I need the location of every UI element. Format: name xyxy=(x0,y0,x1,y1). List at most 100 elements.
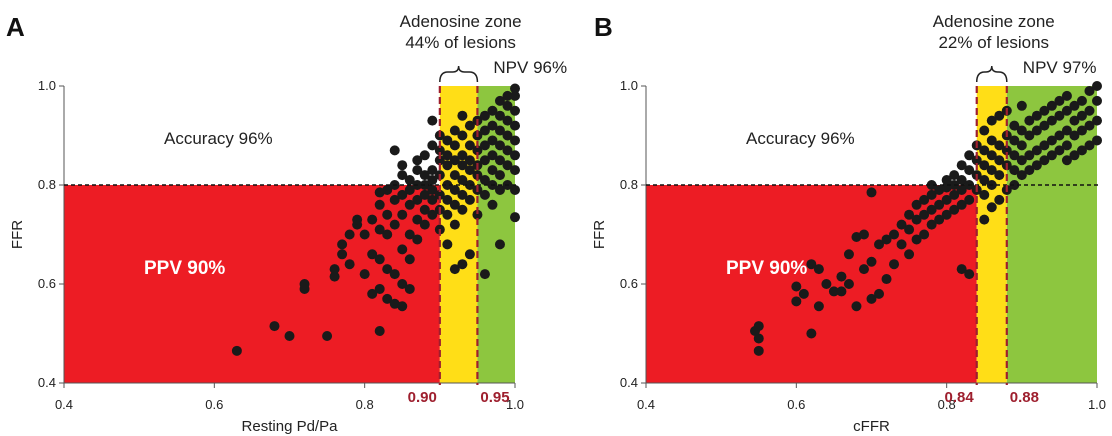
panel-b-data-point xyxy=(866,293,877,304)
panel-a-data-point xyxy=(449,219,460,230)
panel-b-data-point xyxy=(1069,100,1080,111)
panel-b-data-point xyxy=(813,301,824,312)
panel-a-data-point xyxy=(494,155,505,166)
panel-a-data-point xyxy=(510,105,520,116)
panel-b-data-point xyxy=(881,234,892,245)
panel-a-x-tick-label: 0.4 xyxy=(55,397,73,412)
panel-b-data-point xyxy=(911,234,922,245)
panel-a-x-tick-label: 1.0 xyxy=(506,397,524,412)
panel-a-data-point xyxy=(397,160,408,171)
panel-a-cutoff-label: 0.90 xyxy=(408,389,437,406)
panel-b-data-point xyxy=(1016,155,1027,166)
panel-b-data-point xyxy=(1084,140,1095,151)
panel-a-data-point xyxy=(389,269,400,280)
panel-a-letter: A xyxy=(6,12,25,42)
panel-b-data-point xyxy=(956,199,967,210)
panel-a-y-tick-label: 0.8 xyxy=(38,177,56,192)
panel-a-data-point xyxy=(472,209,483,220)
panel-b-data-point xyxy=(941,209,952,220)
panel-b-data-point xyxy=(881,274,892,285)
panel-a-data-point xyxy=(337,249,348,260)
panel-b-x-tick-label: 0.4 xyxy=(637,397,655,412)
panel-b-letter: B xyxy=(594,12,613,42)
panel-b-data-point xyxy=(934,214,945,225)
panel-a-data-point xyxy=(442,135,453,146)
panel-a-data-point xyxy=(502,145,513,156)
panel-a-data-point xyxy=(502,90,513,101)
panel-b-data-point xyxy=(986,135,997,146)
panel-a-y-tick-label: 0.4 xyxy=(38,375,56,390)
panel-b-data-point xyxy=(986,115,997,126)
panel-a-data-point xyxy=(449,264,460,275)
panel-a-data-point xyxy=(434,145,445,156)
panel-b-data-point xyxy=(1024,150,1035,161)
panel-a-data-point xyxy=(479,189,490,200)
panel-a-data-point xyxy=(464,180,475,190)
panel-a-data-point xyxy=(457,110,468,121)
panel-a-data-point xyxy=(479,175,490,186)
panel-a-ppv-label: PPV 90% xyxy=(144,258,225,279)
panel-b-zone-subtitle: 22% of lesions xyxy=(938,33,1049,52)
panel-b-data-point xyxy=(956,264,967,275)
panel-a-data-point xyxy=(374,254,385,265)
panel-b-data-point xyxy=(858,264,869,275)
panel-a-data-point xyxy=(464,120,475,131)
panel-a-data-point xyxy=(487,165,498,176)
panel-a-data-point xyxy=(487,105,498,116)
panel-b-data-point xyxy=(1061,140,1072,151)
panel-a-data-point xyxy=(449,184,460,195)
panel-b-data-point xyxy=(896,239,907,250)
panel-b-data-point xyxy=(941,194,952,205)
panel-a-data-point xyxy=(412,214,423,225)
panel-b-data-point xyxy=(1076,110,1087,121)
panel-b-data-point xyxy=(1046,135,1057,146)
panel-a-data-point xyxy=(419,170,430,181)
panel-b-data-point xyxy=(926,204,937,215)
panel-b-y-axis-title: FFR xyxy=(591,220,608,249)
panel-b-x-tick-label: 0.8 xyxy=(938,397,956,412)
panel-b-data-point xyxy=(949,170,960,181)
panel-b-y-tick-label: 0.8 xyxy=(620,177,638,192)
panel-a-data-point xyxy=(494,125,505,136)
panel-a-data-point xyxy=(510,165,520,176)
panel-a-data-point xyxy=(397,170,408,181)
panel-a-data-point xyxy=(412,165,423,176)
panel-b-data-point xyxy=(994,170,1005,181)
panel-b-data-point xyxy=(1031,110,1042,121)
panel-b-data-point xyxy=(904,249,915,260)
panel-b-x-tick-label: 1.0 xyxy=(1088,397,1106,412)
panel-b-y-tick-label: 1.0 xyxy=(620,78,638,93)
panel-a-data-point xyxy=(427,140,438,151)
panel-a-data-point xyxy=(457,130,468,141)
panel-b-data-point xyxy=(806,328,817,339)
panel-b-accuracy-label: Accuracy 96% xyxy=(746,129,855,148)
panel-a-data-point xyxy=(329,264,340,275)
panel-a-data-point xyxy=(404,254,415,265)
panel-a-data-point xyxy=(359,269,370,280)
panel-a-data-point xyxy=(397,279,408,289)
panel-a-data-point xyxy=(404,184,415,195)
panel-b-data-point xyxy=(956,160,967,171)
panel-b-data-point xyxy=(889,229,900,240)
panel-b-data-point xyxy=(866,187,877,198)
panel-a-data-point xyxy=(337,239,348,250)
panel-a-data-point xyxy=(352,214,363,225)
panel-a-data-point xyxy=(397,189,408,200)
panel-a-data-point xyxy=(442,194,453,205)
panel-b-data-point xyxy=(934,199,945,210)
panel-b-x-tick-label: 0.6 xyxy=(787,397,805,412)
panel-b-data-point xyxy=(874,288,885,299)
panel-b-data-point xyxy=(791,281,802,292)
panel-b-data-point xyxy=(1092,95,1102,106)
panel-b-data-point xyxy=(911,214,922,225)
panel-a-data-point xyxy=(419,204,430,215)
panel-a-data-point xyxy=(427,115,438,126)
panel-b-data-point xyxy=(1024,115,1035,126)
panel-b-data-point xyxy=(1009,165,1020,176)
panel-b-data-point xyxy=(1009,150,1020,161)
panel-b-data-point xyxy=(896,219,907,230)
panel-b-data-point xyxy=(904,224,915,235)
panel-b-data-point xyxy=(753,321,764,332)
panel-b-data-point xyxy=(979,175,990,186)
panel-a-data-point xyxy=(449,140,460,151)
